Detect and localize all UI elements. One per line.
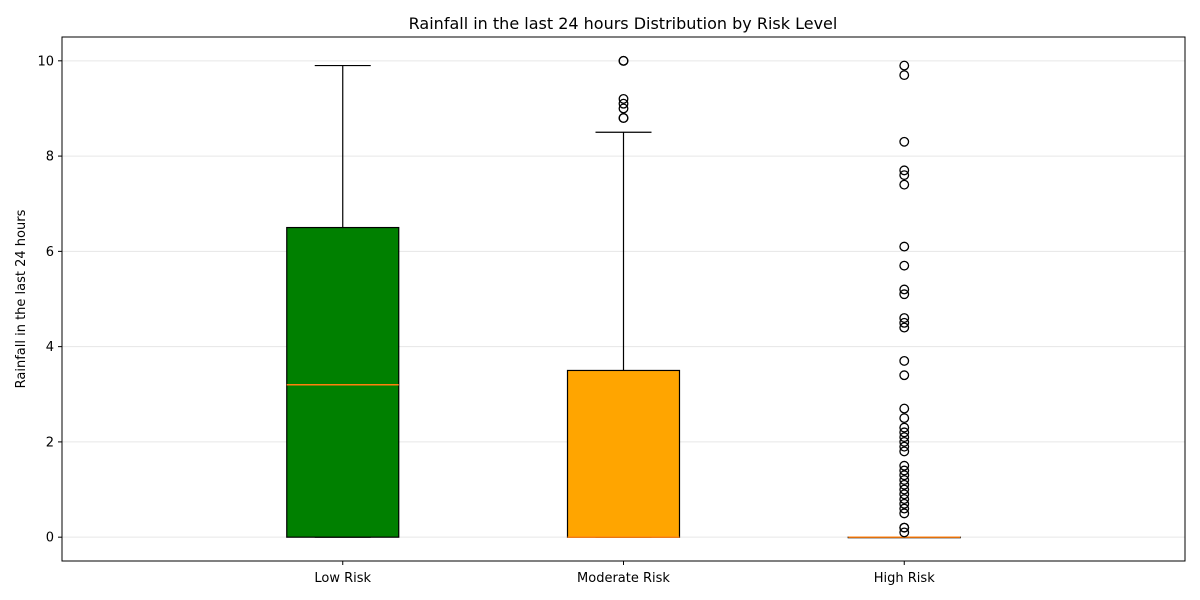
outlier-point bbox=[899, 432, 910, 443]
outlier-point bbox=[899, 317, 910, 328]
outlier-point bbox=[899, 522, 910, 533]
y-tick-label: 8 bbox=[46, 150, 54, 165]
outlier-point bbox=[618, 93, 629, 104]
x-tick-label: Moderate Risk bbox=[577, 571, 670, 586]
outlier-point bbox=[899, 494, 910, 505]
y-tick-label: 6 bbox=[46, 245, 54, 260]
outlier-point bbox=[899, 179, 910, 190]
outlier-point bbox=[899, 503, 910, 514]
outlier-point bbox=[618, 98, 629, 109]
y-axis-label: Rainfall in the last 24 hours bbox=[14, 209, 29, 388]
chart-title: Rainfall in the last 24 hours Distributi… bbox=[409, 14, 838, 33]
outlier-point bbox=[899, 508, 910, 519]
outlier-point bbox=[899, 413, 910, 424]
outlier-point bbox=[618, 103, 629, 114]
outlier-point bbox=[899, 527, 910, 538]
box-group bbox=[847, 60, 961, 539]
outlier-point bbox=[899, 498, 910, 509]
outlier-point bbox=[899, 241, 910, 252]
outlier-point bbox=[618, 55, 629, 66]
outlier-point bbox=[899, 489, 910, 500]
boxes-layer bbox=[286, 55, 961, 539]
y-tick-label: 4 bbox=[46, 340, 54, 355]
outlier-point bbox=[899, 60, 910, 71]
outlier-point bbox=[899, 422, 910, 433]
outlier-point bbox=[899, 70, 910, 81]
outlier-point bbox=[899, 436, 910, 447]
outlier-point bbox=[899, 441, 910, 452]
y-tick-label: 0 bbox=[46, 531, 54, 546]
box-group bbox=[286, 64, 400, 538]
y-axis: 0 2 4 6 8 10 bbox=[37, 54, 62, 546]
outlier-point bbox=[899, 470, 910, 481]
outlier-point bbox=[618, 113, 629, 123]
outlier-point bbox=[899, 313, 910, 324]
outlier-point bbox=[899, 484, 910, 495]
box-iqr bbox=[566, 369, 681, 538]
x-axis: Low Risk Moderate Risk High Risk bbox=[314, 561, 935, 586]
x-tick-label: Low Risk bbox=[314, 571, 371, 586]
outlier-point bbox=[899, 446, 910, 457]
outlier-point bbox=[899, 165, 910, 176]
outlier-point bbox=[899, 136, 910, 147]
outlier-point bbox=[899, 403, 910, 414]
outlier-point bbox=[899, 465, 910, 476]
y-tick-label: 10 bbox=[37, 54, 54, 69]
outlier-point bbox=[899, 170, 910, 181]
outlier-point bbox=[899, 460, 910, 471]
outlier-point bbox=[899, 479, 910, 490]
outlier-point bbox=[899, 260, 910, 271]
outlier-point bbox=[899, 475, 910, 485]
outlier-point bbox=[899, 284, 910, 295]
outlier-point bbox=[899, 355, 910, 366]
outlier-point bbox=[899, 289, 910, 300]
outlier-point bbox=[899, 427, 910, 438]
box-group bbox=[566, 55, 681, 538]
box-iqr bbox=[286, 226, 400, 538]
outlier-point bbox=[899, 370, 910, 381]
outlier-point bbox=[899, 322, 910, 333]
x-tick-label: High Risk bbox=[874, 571, 935, 586]
y-tick-label: 2 bbox=[46, 435, 54, 450]
